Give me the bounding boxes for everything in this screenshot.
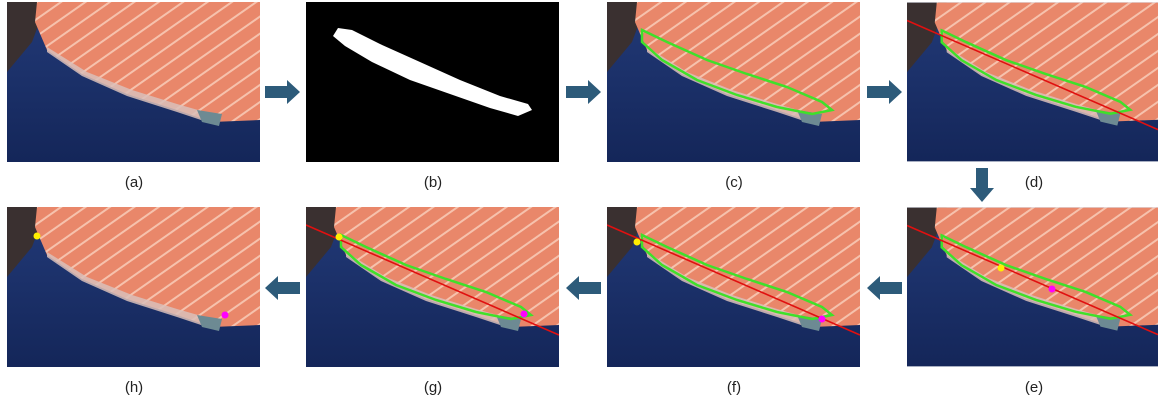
image-c [607,2,860,162]
page: (a) (b) (c) (d) (e) (f) (g) (h) (() => {… [0,0,1158,403]
panel-label: (h) [125,379,143,396]
figure: (a) (b) (c) (d) (e) (f) (g) (h) [0,0,1158,403]
panel-label: (b) [424,174,442,191]
image-g [306,207,559,367]
image-d [907,3,1158,162]
panel-label: (c) [725,174,743,191]
image-b [306,2,559,162]
panel-label: (e) [1025,379,1043,396]
panel-label: (f) [727,379,741,396]
image-a [7,2,260,162]
image-f [607,207,860,367]
panel-label: (g) [424,379,442,396]
image-h [7,207,260,367]
image-e [907,208,1158,367]
panel-label: (a) [125,174,143,191]
panel-label: (d) [1025,174,1043,191]
